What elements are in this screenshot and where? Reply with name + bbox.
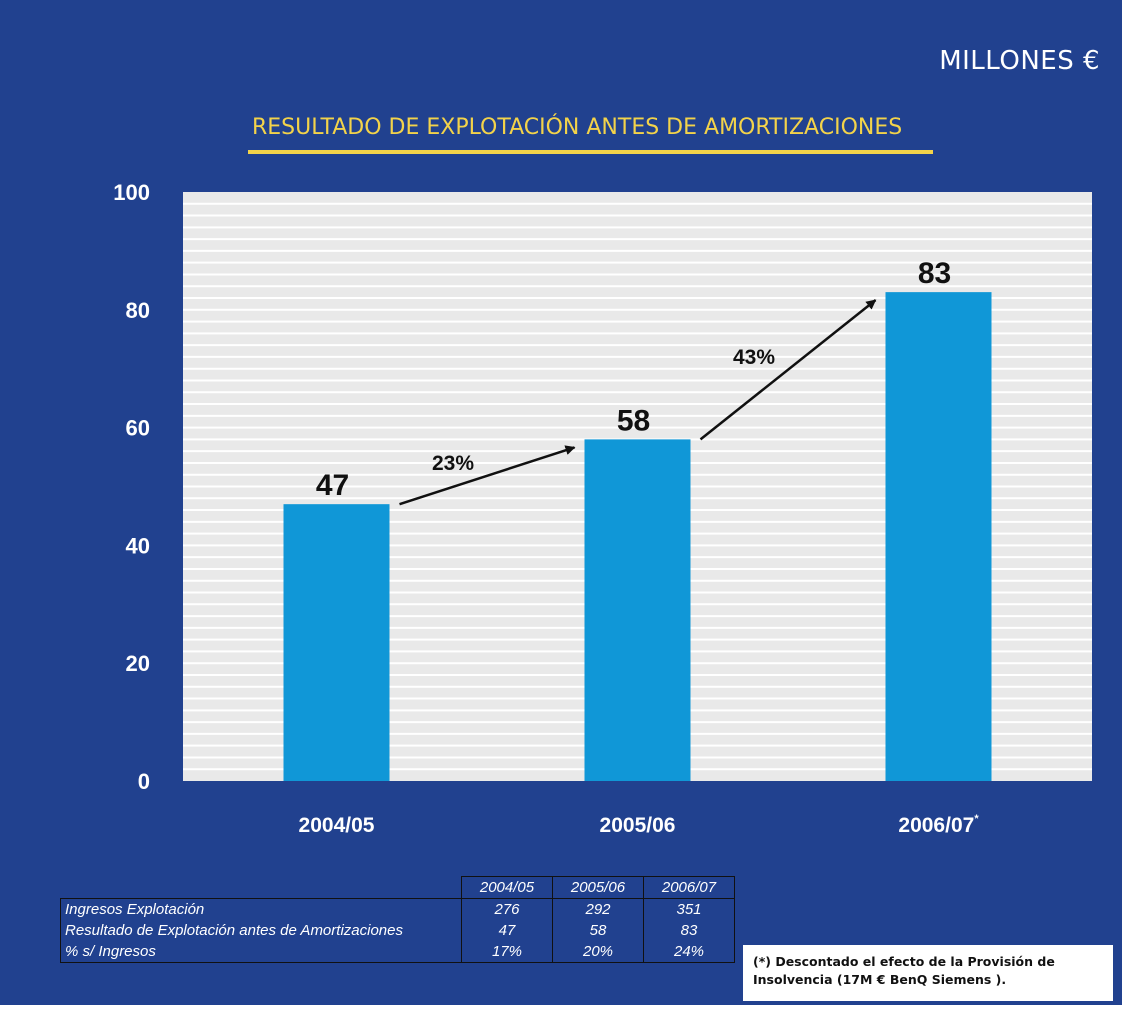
table-row: Ingresos Explotación 276 292 351 [60, 898, 735, 920]
y-tick-label: 80 [126, 298, 150, 323]
table-row-label: % s/ Ingresos [60, 941, 462, 963]
growth-arrow [699, 299, 877, 441]
bar [584, 439, 691, 781]
table-cell: 24% [643, 941, 735, 963]
title-underline [248, 150, 933, 154]
table-row: % s/ Ingresos 17% 20% 24% [60, 941, 735, 963]
growth-arrow [399, 445, 576, 506]
x-tick-label: 2006/07* [898, 813, 979, 837]
table-cell: 20% [552, 941, 644, 963]
table-row-label: Ingresos Explotación [60, 898, 462, 920]
bar-value-label: 58 [617, 404, 650, 437]
x-tick-label: 2004/05 [299, 814, 375, 837]
table-cell: 351 [643, 898, 735, 920]
table-cell: 83 [643, 920, 735, 941]
growth-label: 23% [432, 452, 474, 475]
y-tick-label: 0 [138, 769, 150, 794]
y-tick-label: 40 [126, 533, 150, 558]
table-corner [61, 877, 462, 899]
table-header-cell: 2004/05 [461, 876, 553, 899]
table-cell: 292 [552, 898, 644, 920]
x-tick-label: 2005/06 [600, 814, 676, 837]
footnote-box: (*) Descontado el efecto de la Provisión… [743, 945, 1113, 1001]
table-header-cell: 2006/07 [643, 876, 735, 899]
table-row: Resultado de Explotación antes de Amorti… [60, 920, 735, 941]
table-cell: 276 [461, 898, 553, 920]
table-cell: 17% [461, 941, 553, 963]
table-cell: 47 [461, 920, 553, 941]
growth-label: 43% [733, 346, 775, 369]
table-row-label: Resultado de Explotación antes de Amorti… [60, 920, 462, 941]
y-tick-label: 100 [113, 180, 150, 205]
bar-value-label: 47 [316, 469, 349, 502]
bar [885, 292, 992, 781]
units-label: MILLONES € [939, 46, 1100, 76]
table-header-cell: 2005/06 [552, 876, 644, 899]
bar-chart: 0 20 40 60 80 100 47 2004/05 58 2005/06 83 2006/07*… [113, 180, 1092, 837]
footnote-line: (*) Descontado el efecto de la Provisión… [753, 954, 1055, 969]
table-header-row: 2004/05 2005/06 2006/07 [61, 876, 735, 899]
footnote-line: Insolvencia (17M € BenQ Siemens ). [753, 972, 1007, 987]
y-tick-label: 60 [126, 416, 150, 441]
bar-value-label: 83 [918, 257, 951, 290]
bar [283, 504, 390, 781]
y-tick-label: 20 [126, 651, 150, 676]
chart-title: RESULTADO DE EXPLOTACIÓN ANTES DE AMORTI… [252, 115, 903, 140]
table-cell: 58 [552, 920, 644, 941]
data-table: 2004/05 2005/06 2006/07 Ingresos Explota… [60, 876, 735, 963]
